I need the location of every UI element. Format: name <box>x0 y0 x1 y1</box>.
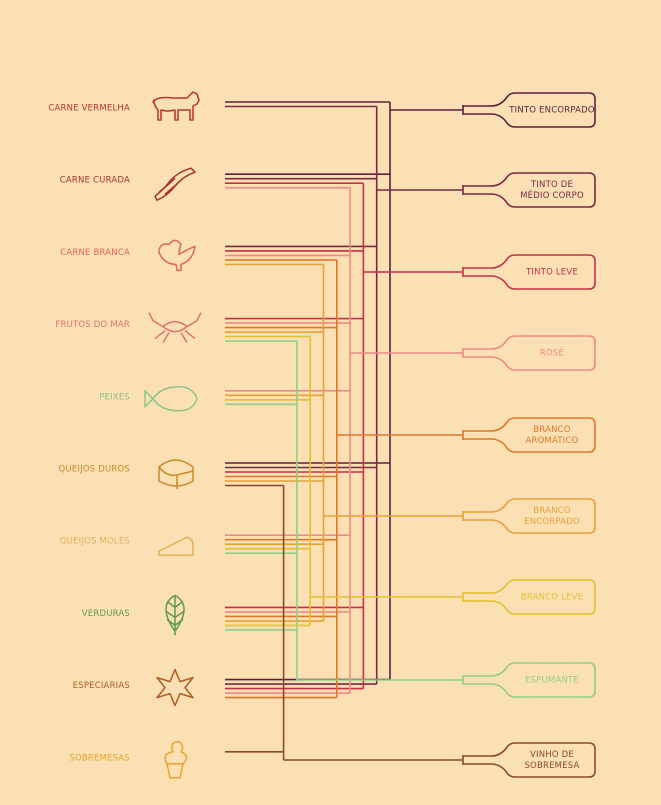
food-label: CARNE BRANCA <box>60 248 130 258</box>
connections <box>225 101 463 761</box>
food-icon <box>148 312 202 343</box>
food-label: QUEIJOS MOLES <box>60 537 130 547</box>
bottle <box>463 498 596 534</box>
wine-label: BRANCO LEVE <box>521 593 583 603</box>
food-label: SOBREMESAS <box>69 753 130 763</box>
food-label: VERDURAS <box>82 609 130 619</box>
wine-label: ENCORPADO <box>524 517 580 527</box>
wine-label: ESPUMANTE <box>525 676 579 686</box>
food-icon <box>158 239 196 272</box>
food-icon <box>158 536 194 556</box>
food-icon <box>158 459 194 489</box>
food-label: PEIXES <box>99 392 130 402</box>
wine-label: AROMÁTICO <box>525 434 578 446</box>
bottle <box>463 662 596 698</box>
wine-label: SOBREMESA <box>524 761 579 771</box>
food-label: QUEIJOS DUROS <box>59 465 130 475</box>
bottle <box>463 579 596 615</box>
food-icon <box>156 668 194 707</box>
wine-label: TINTO ENCORPADO <box>508 106 595 116</box>
wine-label: TINTO LEVE <box>525 268 578 278</box>
wine-label: ROSÉ <box>540 347 564 359</box>
bottle <box>463 742 596 778</box>
bottle <box>463 172 596 208</box>
food-label: FRUTOS DO MAR <box>55 320 130 330</box>
food-label: ESPECIARIAS <box>73 681 130 691</box>
food-label: CARNE CURADA <box>60 176 130 186</box>
bottle <box>463 335 596 371</box>
bottle <box>463 254 596 290</box>
wine-label: MÉDIO CORPO <box>520 189 584 201</box>
bottle <box>463 417 596 453</box>
food-icon <box>144 386 198 412</box>
food-label: CARNE VERMELHA <box>48 104 130 114</box>
wine-label: BRANCO <box>533 506 571 516</box>
food-icon <box>164 741 188 779</box>
wine-label: BRANCO <box>533 425 571 435</box>
wine-label: TINTO DE <box>530 180 573 190</box>
food-icon <box>154 167 196 201</box>
wine-label: VINHO DE <box>530 750 574 760</box>
food-icon <box>152 91 200 121</box>
bottle <box>463 92 596 128</box>
food-icon <box>165 594 185 636</box>
